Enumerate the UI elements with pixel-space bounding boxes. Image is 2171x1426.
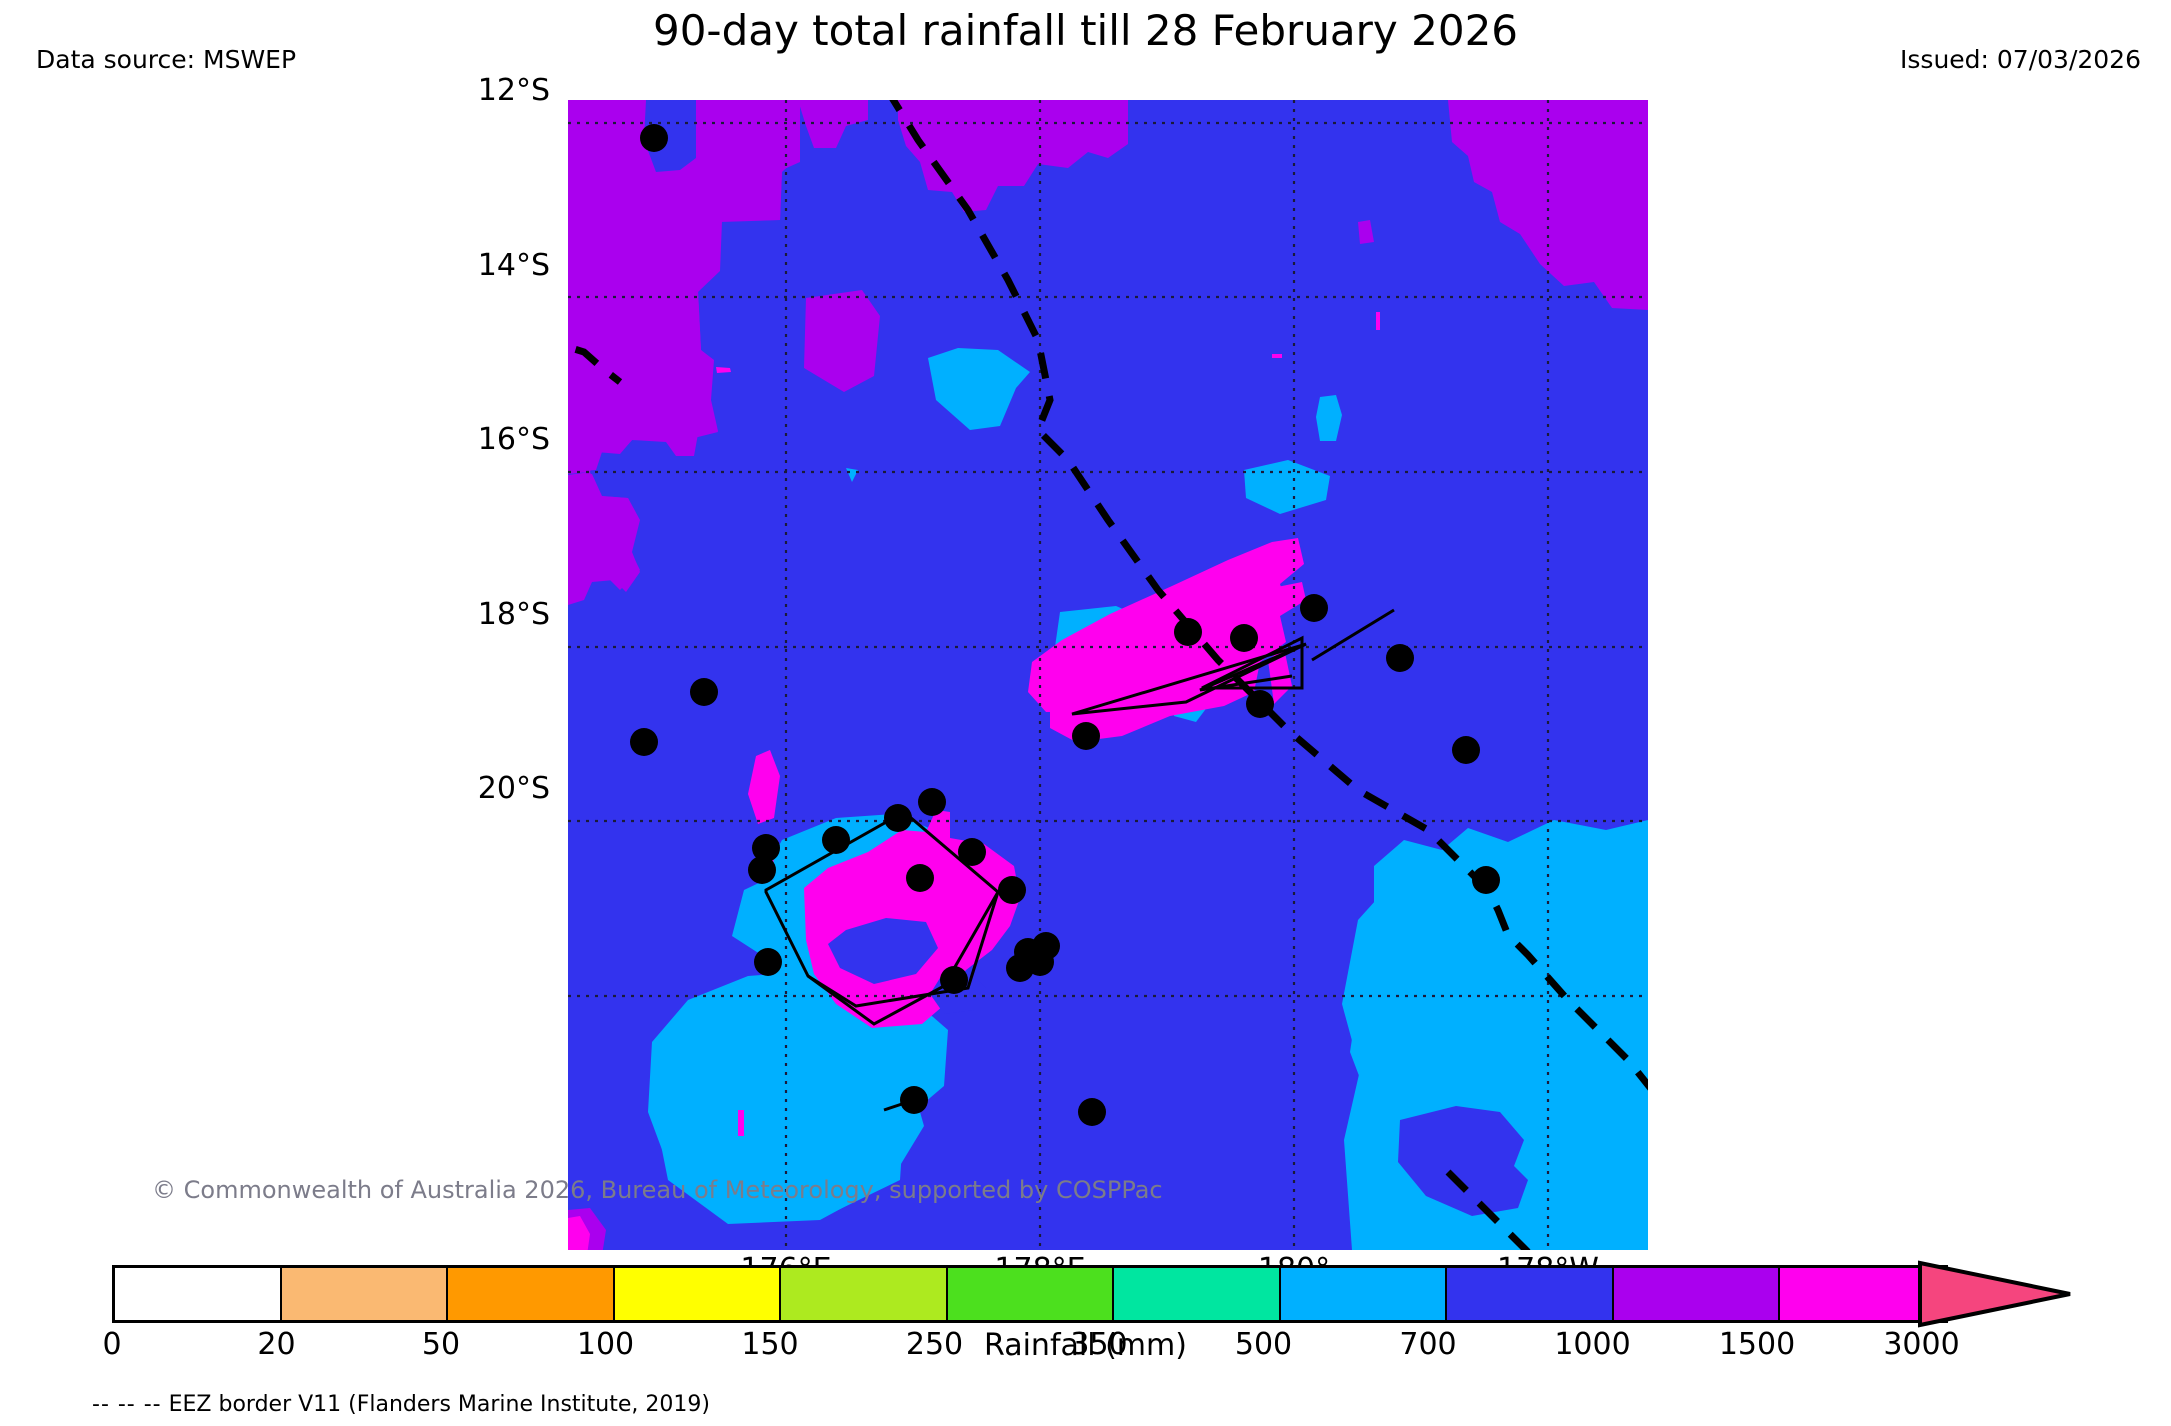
y-axis-tick-12S: 12°S xyxy=(477,73,550,108)
colorbar-band-500-700[interactable] xyxy=(1278,1268,1445,1320)
magenta-fleck-1 xyxy=(716,367,731,373)
colorbar-band-50-100[interactable] xyxy=(446,1268,613,1320)
magenta-patch-sw xyxy=(568,1216,590,1250)
colorbar-tick-1000: 1000 xyxy=(1554,1327,1631,1362)
colorbar-bands[interactable] xyxy=(112,1265,1948,1323)
colorbar[interactable]: 0 20 50 100 150 250 350 500 700 1000 150… xyxy=(102,1260,2071,1362)
colorbar-axis-label: Rainfall (mm) xyxy=(984,1328,1187,1363)
purple-fleck-ne xyxy=(1358,220,1374,244)
colorbar-tick-350: 350 xyxy=(1070,1327,1128,1362)
colorbar-tick-1500: 1500 xyxy=(1718,1327,1796,1362)
colorbar-extend-arrow xyxy=(1918,1260,2071,1328)
issued-date-label: Issued: 07/03/2026 xyxy=(1900,45,2141,74)
y-axis-tick-14S: 14°S xyxy=(477,248,550,283)
colorbar-tick-500: 500 xyxy=(1234,1327,1293,1362)
colorbar-band-0-20[interactable] xyxy=(115,1268,280,1320)
rainfall-map-svg xyxy=(568,100,1648,1250)
eez-border-line xyxy=(568,100,1648,1250)
y-axis-tick-18S: 18°S xyxy=(477,597,550,632)
colorbar-tick-20: 20 xyxy=(257,1327,296,1362)
colorbar-band-100-150[interactable] xyxy=(612,1268,779,1320)
rainfall-map[interactable] xyxy=(568,100,1648,1250)
copyright-text: © Commonwealth of Australia 2026, Bureau… xyxy=(152,1176,1163,1204)
band-1000-1500 xyxy=(568,100,1648,605)
magenta-vanua-tail xyxy=(1268,648,1292,704)
colorbar-tick-0: 0 xyxy=(102,1327,122,1362)
magenta-yasawa xyxy=(748,750,780,824)
colorbar-band-20-50[interactable] xyxy=(279,1268,446,1320)
colorbar-band-700-1000[interactable] xyxy=(1445,1268,1612,1320)
station-markers xyxy=(630,124,1500,1126)
colorbar-tick-700: 700 xyxy=(1399,1327,1457,1362)
y-axis-tick-16S: 16°S xyxy=(477,422,550,457)
magenta-fleck-3 xyxy=(1376,312,1380,330)
y-axis-tick-20S: 20°S xyxy=(477,771,550,806)
eez-legend-label: EEZ border V11 (Flanders Marine Institut… xyxy=(168,1392,710,1417)
blue-island-in-cyan xyxy=(1398,1106,1528,1216)
page-title: 90-day total rainfall till 28 February 2… xyxy=(652,6,1519,55)
marker-leader-line xyxy=(883,1098,915,1112)
colorbar-band-150-250[interactable] xyxy=(779,1268,946,1320)
map-gridlines xyxy=(568,100,1648,1250)
data-source-label: Data source: MSWEP xyxy=(36,45,297,74)
magenta-sliver-sw xyxy=(738,1110,744,1136)
purple-patch-north xyxy=(804,290,880,392)
colorbar-band-1000-1500[interactable] xyxy=(1611,1268,1778,1320)
viti-levu-interior-hole xyxy=(828,918,938,984)
island-coastline-outlines xyxy=(764,608,1395,1026)
colorbar-tick-100: 100 xyxy=(576,1327,635,1362)
colorbar-tick-150: 150 xyxy=(741,1327,799,1362)
colorbar-tick-250: 250 xyxy=(905,1327,964,1362)
colorbar-band-350-500[interactable] xyxy=(1112,1268,1279,1320)
colorbar-band-1500-3000[interactable] xyxy=(1778,1268,1945,1320)
colorbar-tick-3000: 3000 xyxy=(1883,1327,1960,1362)
eez-legend: -- -- -- EEZ border V11 (Flanders Marine… xyxy=(92,1392,710,1417)
magenta-fleck-2 xyxy=(1272,354,1282,358)
colorbar-tick-50: 50 xyxy=(421,1327,461,1362)
colorbar-band-250-350[interactable] xyxy=(945,1268,1112,1320)
eez-legend-dash-icon: -- -- -- xyxy=(92,1392,162,1417)
magenta-vanua-levu-main xyxy=(1028,538,1304,712)
